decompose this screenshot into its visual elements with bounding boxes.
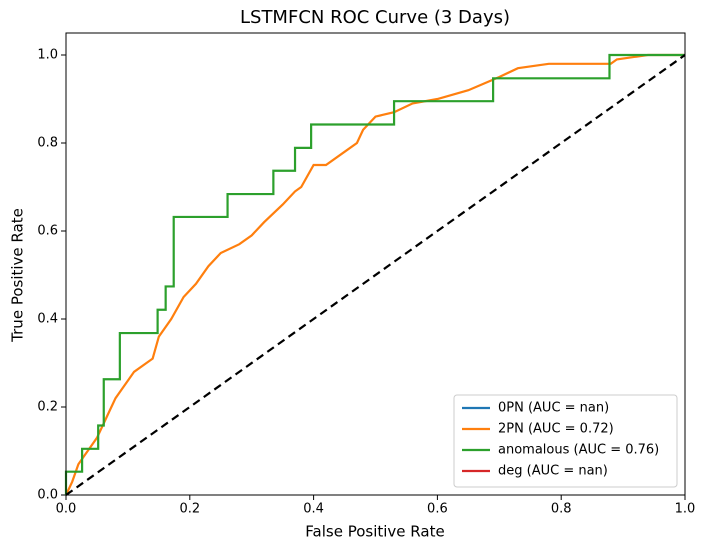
- chart-title: LSTMFCN ROC Curve (3 Days): [240, 7, 510, 28]
- legend-label: deg (AUC = nan): [498, 464, 608, 479]
- legend-box: [453, 394, 678, 488]
- legend-label: 2PN (AUC = 0.72): [498, 422, 614, 437]
- y-tick-label: 0.0: [37, 488, 58, 503]
- x-tick-label: 1.0: [675, 502, 696, 517]
- y-tick-label: 0.8: [37, 136, 58, 151]
- y-tick-label: 1.0: [37, 48, 58, 63]
- plot-frame: [65, 32, 686, 496]
- legend-label: anomalous (AUC = 0.76): [498, 443, 659, 458]
- y-tick-label: 0.4: [37, 312, 58, 327]
- legend-label: 0PN (AUC = nan): [498, 401, 609, 416]
- x-tick-label: 0.8: [551, 502, 572, 517]
- x-tick-label: 0.2: [179, 502, 200, 517]
- x-axis-label: False Positive Rate: [305, 523, 444, 541]
- line: [65, 54, 686, 496]
- x-tick-label: 0.0: [56, 502, 77, 517]
- x-tick-label: 0.4: [303, 502, 324, 517]
- y-tick-label: 0.6: [37, 224, 58, 239]
- y-axis-label: True Positive Rate: [9, 208, 27, 343]
- y-tick-label: 0.2: [37, 400, 58, 415]
- line: [65, 53, 685, 496]
- x-tick-label: 0.6: [427, 502, 448, 517]
- line: [64, 53, 685, 495]
